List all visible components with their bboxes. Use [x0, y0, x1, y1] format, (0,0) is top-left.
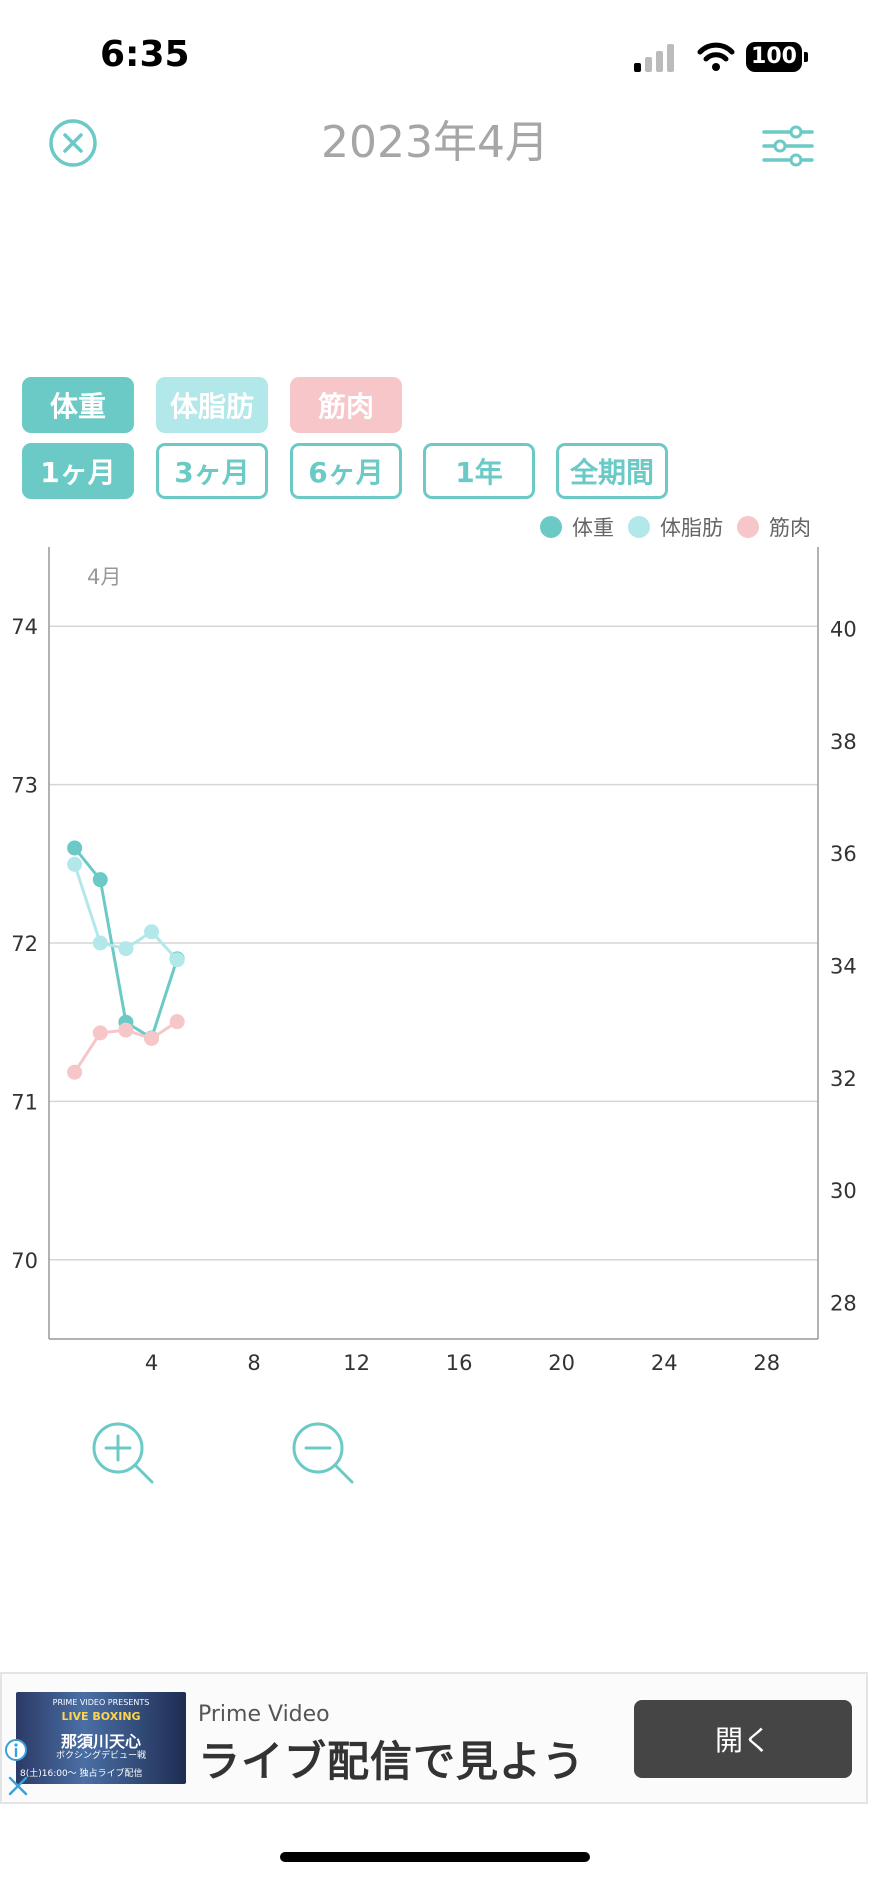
y-tick-left: 72 — [11, 932, 38, 956]
data-point-2 — [169, 1014, 185, 1030]
cellular-signal-icon — [634, 42, 680, 72]
battery-icon: 100 — [746, 42, 802, 72]
x-tick: 24 — [651, 1351, 678, 1375]
legend-dot-body-fat — [628, 516, 650, 538]
period-6-months[interactable]: 6ヶ月 — [290, 443, 402, 499]
body-composition-chart[interactable]: 4月 70 71 72 73 74 28 30 32 34 36 38 40 4 8 12 16 20 24 28 — [0, 540, 870, 1390]
x-tick: 4 — [145, 1351, 158, 1375]
ad-banner-line4: ボクシングデビュー戦 — [55, 1751, 146, 1761]
data-point-1 — [92, 935, 108, 951]
ad-close-icon[interactable] — [6, 1774, 30, 1798]
period-1-month[interactable]: 1ヶ月 — [22, 443, 134, 499]
y-tick-right: 38 — [830, 730, 857, 754]
x-tick: 28 — [753, 1351, 780, 1375]
status-time: 6:35 — [100, 34, 190, 75]
legend-weight: 体重 — [540, 512, 614, 542]
period-3-months[interactable]: 3ヶ月 — [156, 443, 268, 499]
ad-banner-line3: 那須川天心 — [60, 1732, 141, 1751]
data-point-0 — [67, 840, 83, 856]
x-tick: 20 — [548, 1351, 575, 1375]
legend-label-weight: 体重 — [572, 516, 614, 540]
data-point-2 — [92, 1025, 108, 1041]
x-tick: 12 — [343, 1351, 370, 1375]
y-tick-right: 34 — [830, 954, 857, 978]
data-point-2 — [118, 1022, 134, 1038]
page-title: 2023年4月 — [321, 117, 549, 168]
y-tick-right: 32 — [830, 1067, 857, 1091]
legend-label-body-fat: 体脂肪 — [660, 516, 723, 540]
legend-dot-muscle — [737, 516, 759, 538]
ad-headline[interactable]: ライブ配信で見よう — [198, 1737, 586, 1786]
chip-weight[interactable]: 体重 — [22, 377, 134, 433]
close-button[interactable] — [48, 118, 98, 168]
data-point-2 — [144, 1030, 160, 1046]
data-point-1 — [67, 856, 83, 872]
y-tick-left: 73 — [11, 774, 38, 798]
month-label: 4月 — [87, 565, 121, 589]
y-tick-left: 71 — [11, 1090, 38, 1114]
ad-banner-line1: PRIME VIDEO PRESENTS — [52, 1698, 150, 1707]
ad-info-icon[interactable] — [4, 1738, 28, 1762]
x-tick: 16 — [446, 1351, 473, 1375]
data-point-1 — [144, 924, 160, 940]
filter-settings-button[interactable] — [760, 122, 816, 170]
ad-brand: Prime Video — [198, 1702, 330, 1727]
y-tick-right: 40 — [830, 617, 857, 641]
legend-body-fat: 体脂肪 — [628, 512, 723, 542]
ad-banner-line2: LIVE BOXING — [61, 1710, 141, 1723]
y-tick-right: 28 — [830, 1291, 857, 1315]
data-point-1 — [118, 941, 134, 957]
ad-open-button[interactable]: 開く — [634, 1700, 852, 1778]
zoom-out-icon[interactable] — [290, 1420, 360, 1490]
zoom-in-icon[interactable] — [90, 1420, 160, 1490]
y-tick-right: 30 — [830, 1179, 857, 1203]
legend-dot-weight — [540, 516, 562, 538]
data-point-1 — [169, 952, 185, 968]
period-1-year[interactable]: 1年 — [423, 443, 535, 499]
wifi-icon — [697, 42, 735, 71]
home-indicator — [280, 1852, 590, 1862]
battery-cap — [804, 52, 808, 62]
ad-banner-image[interactable]: PRIME VIDEO PRESENTS LIVE BOXING 那須川天心 ボ… — [16, 1692, 186, 1784]
legend-label-muscle: 筋肉 — [769, 516, 811, 540]
x-tick: 8 — [247, 1351, 260, 1375]
chart-legend: 体重 体脂肪 筋肉 — [540, 512, 825, 542]
period-all[interactable]: 全期間 — [556, 443, 668, 499]
chip-muscle[interactable]: 筋肉 — [290, 377, 402, 433]
chip-body-fat[interactable]: 体脂肪 — [156, 377, 268, 433]
data-point-0 — [92, 872, 108, 888]
y-tick-right: 36 — [830, 842, 857, 866]
legend-muscle: 筋肉 — [737, 512, 811, 542]
y-tick-left: 74 — [11, 615, 38, 639]
y-tick-left: 70 — [11, 1249, 38, 1273]
ad-banner-line5: 8(土)16:00〜 独占ライブ配信 — [20, 1769, 143, 1779]
data-point-2 — [67, 1064, 83, 1080]
